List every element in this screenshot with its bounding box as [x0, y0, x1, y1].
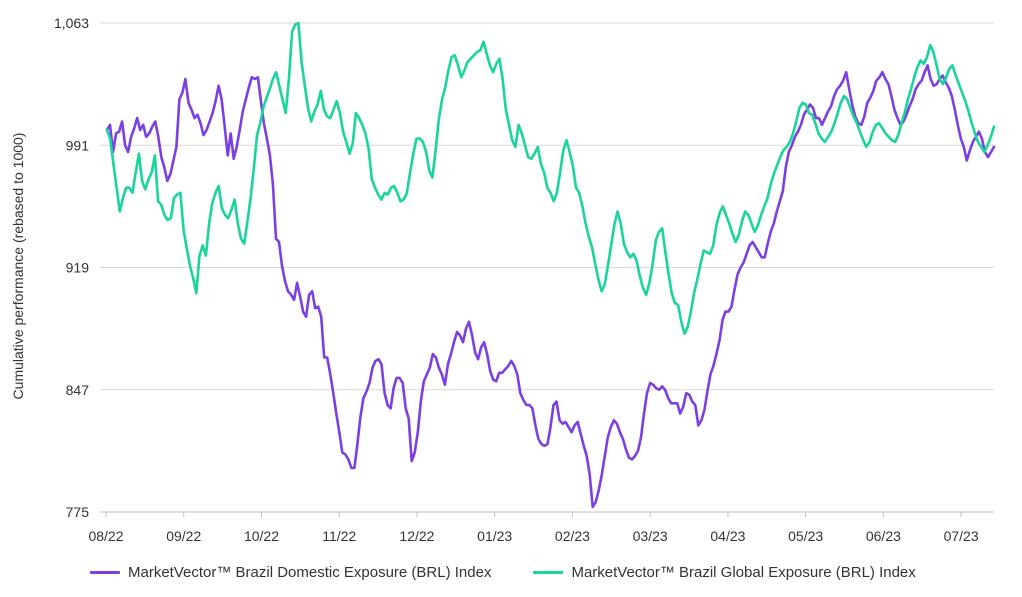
y-tick-label: 991	[66, 137, 90, 153]
x-tick-label: 06/23	[866, 528, 901, 544]
y-tick-label: 775	[66, 504, 90, 520]
series-lines	[105, 21, 996, 509]
x-tick-label: 05/23	[788, 528, 823, 544]
legend-item-domestic: MarketVector™ Brazil Domestic Exposure (…	[90, 564, 491, 581]
gridlines	[100, 22, 994, 513]
legend-label-domestic: MarketVector™ Brazil Domestic Exposure (…	[128, 564, 492, 581]
x-tick-label: 08/22	[88, 528, 123, 544]
x-tick-label: 04/23	[710, 528, 745, 544]
x-tick-label: 03/23	[633, 528, 668, 544]
y-tick-label: 847	[66, 382, 90, 398]
y-axis-ticks: 775 847 919 991 1,063	[54, 15, 89, 520]
x-tick-label: 07/23	[944, 528, 979, 544]
legend-label-global: MarketVector™ Brazil Global Exposure (BR…	[571, 564, 916, 581]
x-tick-label: 01/23	[477, 528, 512, 544]
series-line-domestic	[105, 64, 996, 509]
x-tick-label: 10/22	[244, 528, 279, 544]
x-tick-label: 09/22	[166, 528, 201, 544]
x-tick-label: 12/22	[399, 528, 434, 544]
y-tick-label: 919	[66, 260, 90, 276]
legend-swatch-domestic	[90, 571, 120, 574]
y-axis-title: Cumulative performance (rebased to 1000)	[10, 133, 26, 400]
series-line-global	[105, 21, 996, 336]
legend-item-global: MarketVector™ Brazil Global Exposure (BR…	[533, 564, 916, 581]
x-tick-label: 11/22	[322, 528, 356, 544]
x-axis: 08/22 09/22 10/22 11/22 12/22 01/23 02/23 03/23…	[88, 511, 994, 544]
legend-swatch-global	[533, 571, 564, 574]
x-tick-label: 02/23	[555, 528, 590, 544]
y-tick-label: 1,063	[54, 15, 89, 31]
legend: MarketVector™ Brazil Domestic Exposure (…	[90, 564, 916, 581]
